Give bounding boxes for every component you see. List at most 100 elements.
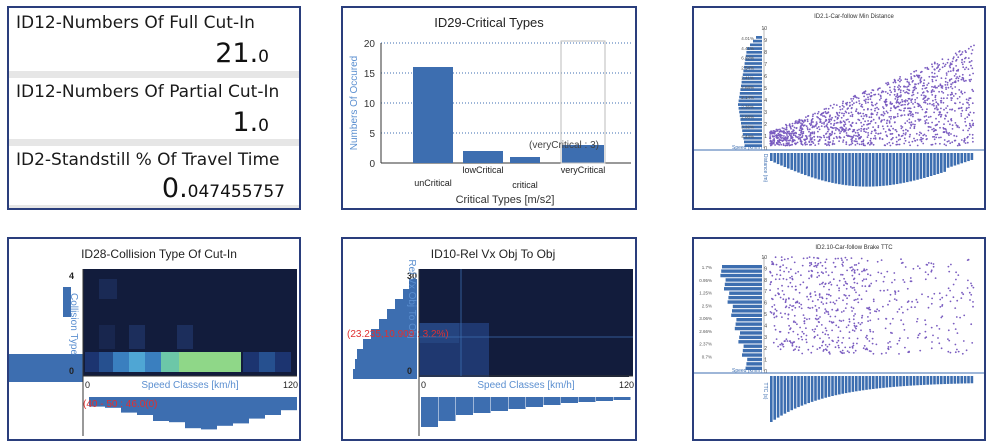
scatter-point — [902, 279, 905, 281]
histogram-bar — [740, 118, 762, 121]
scatter-point — [785, 267, 788, 269]
scatter-point — [885, 100, 888, 103]
scatter-point — [903, 114, 906, 116]
scatter-point — [906, 308, 909, 311]
scatter-point — [971, 67, 974, 70]
scatter-point — [948, 134, 950, 136]
scatter-point — [780, 137, 783, 140]
scatter-point — [848, 318, 851, 321]
scatter-point — [942, 127, 945, 129]
scatter-point — [791, 125, 794, 127]
scatter-point — [774, 144, 776, 146]
histogram-bar — [738, 99, 762, 103]
scatter-point — [914, 306, 916, 308]
scatter-point — [921, 108, 924, 111]
scatter-point — [798, 118, 801, 121]
scatter-point — [848, 331, 851, 333]
scatter-point — [797, 349, 800, 352]
heatmap-cell — [243, 352, 259, 372]
histogram-bar — [355, 359, 417, 369]
scatter-point — [889, 101, 892, 104]
scatter-point — [933, 86, 935, 89]
heatmap-cell — [419, 359, 437, 377]
scatter-point — [863, 127, 866, 130]
scatter-point — [851, 103, 854, 106]
heatmap-cell — [454, 269, 472, 287]
scatter-point — [942, 92, 945, 94]
scatter-point — [816, 136, 819, 138]
scatter-point — [851, 269, 853, 272]
scatter-point — [836, 118, 839, 120]
scatter-point — [854, 144, 857, 146]
scatter-point — [779, 142, 782, 144]
histogram-bar — [780, 153, 783, 166]
scatter-point — [901, 104, 904, 106]
histogram-bar — [936, 153, 940, 174]
histogram-label: 1.25% — [699, 291, 712, 296]
scatter-point — [866, 334, 868, 337]
scatter-point — [784, 301, 787, 304]
scatter-point — [941, 305, 943, 307]
scatter-point — [970, 78, 972, 81]
scatter-point — [904, 78, 907, 81]
scatter-point — [945, 107, 947, 109]
heatmap-cell — [576, 323, 594, 341]
scatter-point — [942, 62, 945, 65]
scatter-point — [940, 101, 942, 104]
scatter-point — [795, 288, 797, 291]
scatter-point — [889, 346, 892, 348]
scatter-point — [858, 294, 861, 297]
scatter-point — [769, 134, 771, 136]
scatter-point — [883, 118, 886, 121]
scatter-point — [951, 82, 954, 84]
scatter-point — [941, 296, 944, 299]
scatter-point — [851, 137, 854, 140]
scatter-point — [841, 104, 844, 107]
scatter-point — [893, 88, 896, 90]
scatter-point — [897, 139, 900, 141]
scatter-point — [800, 122, 802, 124]
scatter-point — [851, 329, 854, 332]
scatter-point — [932, 263, 935, 265]
scatter-point — [955, 271, 957, 274]
scatter-point — [945, 115, 947, 118]
scatter-point — [926, 66, 929, 69]
heatmap-cell — [541, 323, 559, 341]
scatter-point — [921, 293, 923, 296]
scatter-point — [801, 132, 803, 135]
scatter-point — [915, 111, 917, 114]
histogram-bar — [741, 84, 762, 88]
scatter-point — [858, 273, 861, 276]
heatmap-cell — [436, 359, 454, 377]
scatter-point — [920, 140, 923, 143]
scatter-point — [960, 78, 963, 81]
scatter-point — [825, 329, 828, 332]
scatter-point — [824, 110, 827, 113]
histogram-bar — [456, 397, 473, 415]
scatter-point — [956, 125, 959, 127]
scatter-point — [890, 125, 893, 128]
scatter-point — [823, 121, 825, 124]
heatmap-cell — [576, 269, 594, 287]
scatter-point — [962, 103, 964, 105]
scatter-point — [946, 140, 949, 143]
heatmap-cell — [161, 352, 179, 372]
scatter-point — [868, 93, 870, 96]
scatter-point — [937, 65, 940, 67]
scatter-point — [812, 113, 814, 116]
histogram-label: 2.41% — [741, 75, 754, 80]
scatter-point — [824, 116, 827, 119]
scatter-point — [838, 297, 840, 299]
histogram-bar — [121, 397, 137, 413]
scatter-point — [816, 271, 819, 274]
scatter-point — [842, 299, 844, 302]
ttc-panel: ID2.10-Car-follow Brake TTC1098765432101… — [692, 237, 986, 441]
scatter-point — [933, 104, 935, 107]
scatter-point — [769, 283, 772, 286]
histogram-bar — [909, 376, 912, 386]
heatmap-cell — [594, 323, 612, 341]
scatter-point — [913, 70, 916, 73]
scatter-point — [779, 128, 781, 131]
scatter-point — [972, 140, 974, 143]
scatter-point — [936, 67, 938, 69]
